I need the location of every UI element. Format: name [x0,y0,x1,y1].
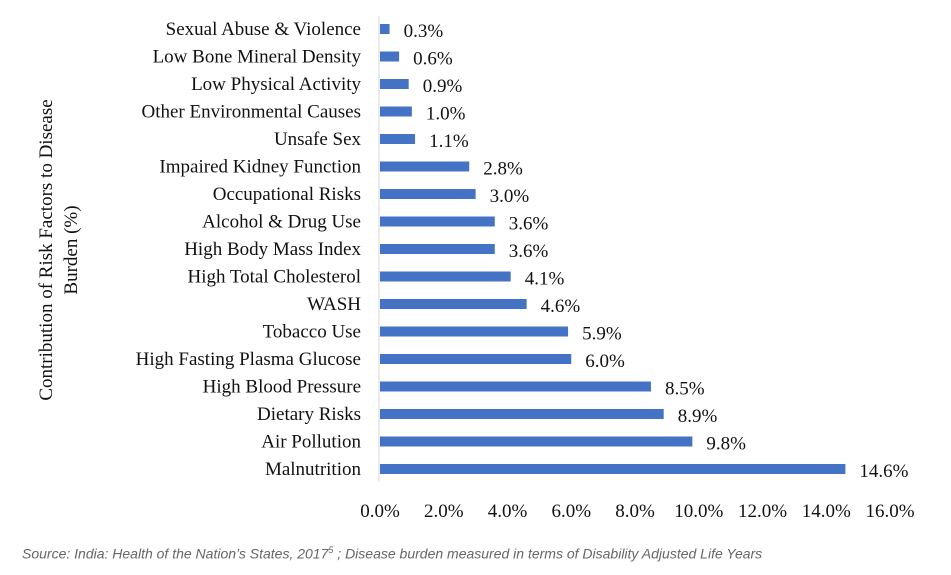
category-label: Unsafe Sex [274,129,362,150]
bar [380,134,416,144]
category-label: Low Physical Activity [191,74,361,95]
value-label: 3.0% [490,186,530,207]
category-labels: Sexual Abuse & Violence Low Bone Mineral … [136,19,362,480]
category-label: High Fasting Plasma Glucose [136,349,361,370]
category-label: High Blood Pressure [203,377,361,398]
value-label: 14.6% [859,461,908,482]
x-tick-label: 16.0% [865,501,914,522]
source-prefix: Source: India: Health of the Nation’s St… [22,545,329,562]
bar [380,189,476,199]
bar [380,244,495,254]
bar [380,51,400,62]
value-label: 9.8% [706,434,746,455]
x-tick-label: 2.0% [424,501,464,522]
bar [380,79,409,89]
value-label: 8.5% [665,379,705,400]
value-label: 3.6% [509,241,549,262]
value-labels: 0.3% 0.6% 0.9% 1.0% 1.1% 2.8% 3.0% 3.6% 3.6% 4.1%… [404,21,909,482]
bar [380,106,412,117]
value-label: 4.6% [541,296,581,317]
category-label: Occupational Risks [213,184,361,205]
value-label: 0.3% [404,21,444,42]
x-tick-label: 4.0% [488,501,528,522]
category-label: Malnutrition [265,459,362,480]
x-tick-label: 12.0% [738,501,787,522]
bar [380,409,664,419]
category-label: High Body Mass Index [184,239,361,260]
category-label: Impaired Kidney Function [159,157,361,178]
bar [380,326,569,337]
value-label: 2.8% [483,159,523,180]
bar [380,354,572,364]
value-label: 3.6% [509,214,549,235]
category-label: Tobacco Use [263,322,361,343]
x-tick-label: 0.0% [360,501,400,522]
bars-group [380,24,846,474]
bar [380,464,846,474]
category-label: Alcohol & Drug Use [202,212,361,233]
value-label: 1.1% [429,131,469,152]
category-label: Other Environmental Causes [141,102,361,123]
category-label: Air Pollution [261,432,361,453]
bar [380,299,527,309]
x-tick-label: 8.0% [615,501,655,522]
category-label: Sexual Abuse & Violence [166,19,361,40]
bar [380,271,511,282]
category-label: Low Bone Mineral Density [153,47,362,68]
y-axis-label-line2: Burden (%) [61,205,82,294]
bar [380,24,390,34]
category-label: High Total Cholesterol [187,267,361,288]
bar [380,161,470,172]
bar [380,381,651,392]
source-suffix: ; Disease burden measured in terms of Di… [333,545,763,562]
value-label: 8.9% [678,406,718,427]
risk-factor-bar-chart: Contribution of Risk Factors to Disease … [36,16,915,522]
x-tick-label: 10.0% [674,501,723,522]
category-label: WASH [307,294,361,315]
x-tick-label: 14.0% [802,501,851,522]
bar [380,216,495,227]
y-axis-label: Contribution of Risk Factors to Disease … [36,99,82,400]
value-label: 4.1% [525,269,565,290]
value-label: 6.0% [585,351,625,372]
value-label: 0.6% [413,49,453,70]
value-label: 1.0% [426,104,466,125]
value-label: 5.9% [582,324,622,345]
x-tick-label: 6.0% [551,501,591,522]
category-label: Dietary Risks [257,404,361,425]
source-note: Source: India: Health of the Nation’s St… [22,545,762,562]
x-axis-ticks: 0.0% 2.0% 4.0% 6.0% 8.0% 10.0% 12.0% 14.0% 16.0% [360,501,915,522]
value-label: 0.9% [423,76,463,97]
y-axis-label-line1: Contribution of Risk Factors to Disease [36,99,57,400]
source-superscript: 5 [328,545,334,555]
bar [380,436,693,447]
